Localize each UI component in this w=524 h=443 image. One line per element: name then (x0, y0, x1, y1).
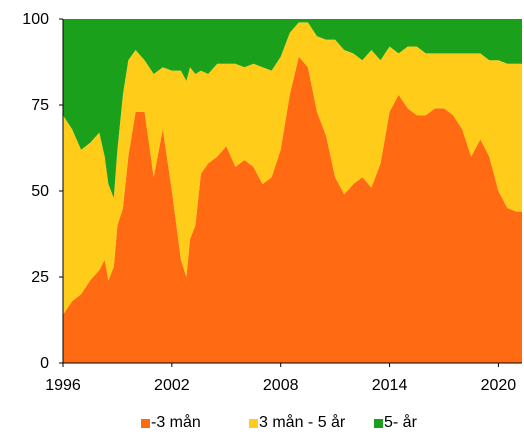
x-tick-label: 2008 (263, 377, 299, 394)
legend-swatch-series-2 (249, 418, 258, 428)
x-tick-label: 1996 (45, 377, 81, 394)
legend-swatch-series-3 (374, 418, 383, 428)
legend-swatch-series-1 (141, 418, 150, 428)
legend-label-series-1: -3 mån (151, 414, 201, 431)
y-tick-label: 25 (31, 269, 49, 286)
tick-labels: 0 25 50 75 100 1996 2002 2008 2014 2020 (22, 11, 516, 394)
area-series-1 (63, 56, 522, 364)
legend-label-series-2: 3 mån - 5 år (259, 414, 346, 431)
y-tick-label: 50 (31, 183, 49, 200)
legend-item-series-2: 3 mån - 5 år (249, 414, 345, 432)
y-tick-label: 75 (31, 97, 49, 114)
x-tick-label: 2014 (372, 377, 408, 394)
legend-item-series-3: 5- år (374, 414, 417, 432)
axes (59, 18, 522, 367)
y-tick-label: 0 (40, 355, 49, 372)
x-tick-label: 2020 (481, 377, 517, 394)
stacked-area-series (63, 19, 522, 364)
legend: -3 mån 3 mån - 5 år 5- år (0, 414, 524, 438)
legend-label-series-3: 5- år (384, 414, 417, 431)
legend-item-series-1: -3 mån (141, 414, 201, 432)
area-series-2 (63, 22, 522, 315)
chart: 0 25 50 75 100 1996 2002 2008 2014 2020 (22, 11, 522, 394)
y-tick-label: 100 (22, 11, 49, 28)
area-series-3 (63, 19, 522, 198)
x-tick-label: 2002 (154, 377, 190, 394)
